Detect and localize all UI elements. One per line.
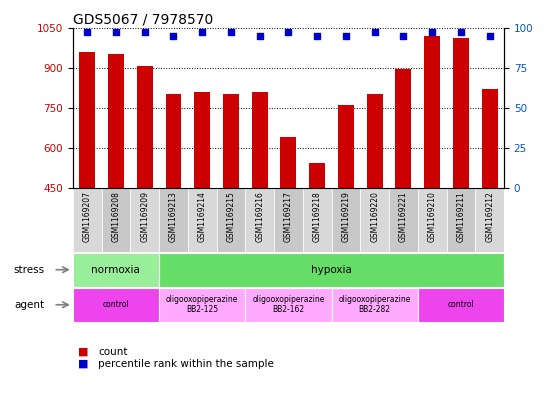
FancyBboxPatch shape	[245, 188, 274, 252]
Text: GSM1169211: GSM1169211	[456, 191, 465, 242]
Text: ■: ■	[78, 358, 89, 369]
Point	[312, 32, 321, 39]
Bar	[80, 51, 95, 188]
Bar	[166, 94, 181, 188]
Point	[428, 29, 437, 35]
Text: GSM1169207: GSM1169207	[83, 191, 92, 242]
FancyBboxPatch shape	[73, 253, 159, 286]
FancyBboxPatch shape	[245, 288, 332, 321]
Point	[456, 29, 465, 35]
Bar	[194, 92, 210, 188]
Text: oligooxopiperazine
BB2-162: oligooxopiperazine BB2-162	[252, 295, 325, 314]
FancyBboxPatch shape	[418, 188, 446, 252]
Text: control: control	[447, 300, 474, 309]
Point	[255, 32, 264, 39]
Point	[485, 32, 494, 39]
Text: GSM1169212: GSM1169212	[485, 191, 494, 242]
FancyBboxPatch shape	[217, 188, 245, 252]
Text: agent: agent	[15, 300, 45, 310]
FancyBboxPatch shape	[188, 188, 217, 252]
Text: ■: ■	[78, 347, 89, 357]
FancyBboxPatch shape	[332, 188, 360, 252]
Text: normoxia: normoxia	[91, 265, 141, 275]
Text: GSM1169213: GSM1169213	[169, 191, 178, 242]
Text: GSM1169209: GSM1169209	[140, 191, 149, 242]
Bar	[482, 89, 497, 188]
FancyBboxPatch shape	[446, 188, 475, 252]
FancyBboxPatch shape	[130, 188, 159, 252]
Text: hypoxia: hypoxia	[311, 265, 352, 275]
Text: GSM1169210: GSM1169210	[428, 191, 437, 242]
FancyBboxPatch shape	[389, 188, 418, 252]
Text: GSM1169216: GSM1169216	[255, 191, 264, 242]
Text: control: control	[102, 300, 129, 309]
FancyBboxPatch shape	[360, 188, 389, 252]
Bar	[223, 94, 239, 188]
Bar	[395, 69, 411, 188]
Point	[169, 32, 178, 39]
Text: count: count	[98, 347, 128, 357]
Bar	[108, 54, 124, 188]
Text: oligooxopiperazine
BB2-282: oligooxopiperazine BB2-282	[338, 295, 411, 314]
Bar	[252, 92, 268, 188]
Text: GSM1169221: GSM1169221	[399, 191, 408, 242]
Text: GDS5067 / 7978570: GDS5067 / 7978570	[73, 12, 213, 26]
Text: stress: stress	[13, 265, 45, 275]
Text: GSM1169208: GSM1169208	[111, 191, 120, 242]
Point	[111, 29, 120, 35]
Point	[226, 29, 235, 35]
Point	[198, 29, 207, 35]
Bar	[309, 163, 325, 188]
Bar	[424, 35, 440, 188]
Text: oligooxopiperazine
BB2-125: oligooxopiperazine BB2-125	[166, 295, 239, 314]
FancyBboxPatch shape	[73, 188, 101, 252]
Point	[140, 29, 149, 35]
Point	[284, 29, 293, 35]
FancyBboxPatch shape	[101, 188, 130, 252]
Bar	[137, 66, 152, 188]
FancyBboxPatch shape	[274, 188, 303, 252]
Point	[399, 32, 408, 39]
Bar	[453, 38, 469, 188]
Point	[83, 29, 92, 35]
FancyBboxPatch shape	[159, 288, 245, 321]
FancyBboxPatch shape	[159, 253, 504, 286]
Text: percentile rank within the sample: percentile rank within the sample	[98, 358, 274, 369]
Point	[342, 32, 351, 39]
Point	[370, 29, 379, 35]
FancyBboxPatch shape	[73, 288, 159, 321]
Text: GSM1169219: GSM1169219	[342, 191, 351, 242]
Bar	[367, 94, 382, 188]
FancyBboxPatch shape	[332, 288, 418, 321]
Text: GSM1169218: GSM1169218	[312, 191, 321, 242]
FancyBboxPatch shape	[159, 188, 188, 252]
Text: GSM1169214: GSM1169214	[198, 191, 207, 242]
FancyBboxPatch shape	[303, 188, 332, 252]
Bar	[281, 137, 296, 188]
FancyBboxPatch shape	[418, 288, 504, 321]
Text: GSM1169220: GSM1169220	[370, 191, 379, 242]
Text: GSM1169215: GSM1169215	[226, 191, 235, 242]
Bar	[338, 105, 354, 188]
Text: GSM1169217: GSM1169217	[284, 191, 293, 242]
FancyBboxPatch shape	[475, 188, 504, 252]
